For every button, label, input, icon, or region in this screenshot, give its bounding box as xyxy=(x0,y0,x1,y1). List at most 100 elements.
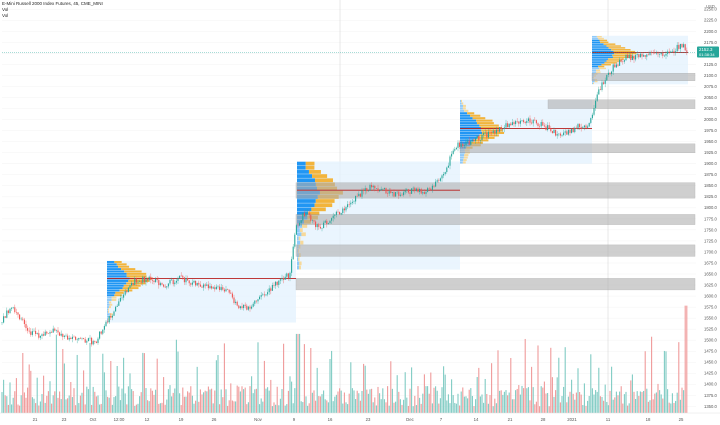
price-tick-label: 1800.0 xyxy=(704,205,717,210)
candle-body xyxy=(31,331,33,335)
volume-bar xyxy=(654,393,656,413)
volume-bar xyxy=(246,404,248,413)
price-tick-label: 1725.0 xyxy=(704,238,717,243)
candle-body xyxy=(655,53,657,54)
volume-bar xyxy=(652,399,654,413)
candle-body xyxy=(46,331,48,334)
volume-bar xyxy=(140,392,142,413)
candle-body xyxy=(561,134,563,136)
profile-bar-sell xyxy=(601,63,611,66)
date-tick-label: Nov xyxy=(254,417,262,422)
volume-bar xyxy=(516,388,518,413)
candle-body xyxy=(455,147,457,150)
profile-bar-sell xyxy=(114,260,122,263)
volume-bar xyxy=(180,405,182,413)
candle-body xyxy=(265,294,267,296)
candle-body xyxy=(438,180,440,181)
candle-body xyxy=(249,306,251,309)
candle-body xyxy=(28,330,30,332)
volume-bar xyxy=(427,386,429,413)
volume-bar xyxy=(292,403,294,413)
candle-body xyxy=(553,129,555,134)
volume-bar xyxy=(19,405,21,413)
candle-body xyxy=(228,289,230,293)
candle-body xyxy=(358,193,360,197)
profile-bar-buy xyxy=(107,260,115,263)
candle-body xyxy=(593,107,595,115)
candle-body xyxy=(329,220,331,224)
volume-bar xyxy=(4,395,6,413)
volume-bar xyxy=(147,400,149,413)
profile-bar-buy xyxy=(107,279,129,282)
volume-bar xyxy=(350,362,352,413)
profile-bar-sell xyxy=(594,80,598,83)
candle-body xyxy=(236,301,238,306)
volume-bar xyxy=(7,404,9,413)
volume-bar xyxy=(673,402,675,413)
candle-body xyxy=(132,283,134,286)
profile-bar-sell xyxy=(461,99,462,103)
volume-bar xyxy=(550,347,552,413)
volume-bar xyxy=(598,367,600,413)
candle-body xyxy=(367,190,369,192)
candle-body xyxy=(151,279,153,281)
volume-bar xyxy=(302,402,304,413)
profile-bar-sell xyxy=(121,268,136,271)
volume-bar xyxy=(465,396,467,413)
volume-bar xyxy=(148,401,150,413)
profile-bar-buy xyxy=(107,315,110,318)
price-tick-label: 2125.0 xyxy=(704,62,717,67)
candle-body xyxy=(355,195,357,202)
volume-bar xyxy=(111,404,113,413)
volume-bar xyxy=(340,390,342,413)
profile-bar-buy xyxy=(592,45,607,47)
profile-bar-buy xyxy=(107,272,127,275)
volume-bar xyxy=(78,403,80,413)
candle-body xyxy=(579,124,581,128)
candle-body xyxy=(683,44,685,48)
volume-bar xyxy=(644,351,646,413)
candle-body xyxy=(411,188,413,194)
volume-bar xyxy=(651,336,653,413)
volume-bar xyxy=(44,402,46,413)
volume-bar xyxy=(601,396,603,413)
volume-bar xyxy=(81,392,83,413)
candle-body xyxy=(617,64,619,66)
volume-bar xyxy=(627,405,629,413)
price-tick-label: 1350.0 xyxy=(704,404,717,409)
volume-bar xyxy=(391,388,393,413)
candle-body xyxy=(651,52,653,53)
candle-body xyxy=(278,280,280,285)
candle-body xyxy=(231,293,233,298)
candle-body xyxy=(302,212,304,221)
volume-bar xyxy=(70,381,72,413)
volume-bar xyxy=(684,305,686,413)
profile-bar-buy xyxy=(592,82,593,85)
volume-bar xyxy=(382,388,384,413)
candle-body xyxy=(371,184,373,188)
volume-bar xyxy=(201,394,203,413)
profile-bar-sell xyxy=(614,52,637,55)
candle-body xyxy=(257,299,259,302)
candle-body xyxy=(571,128,573,133)
candle-body xyxy=(505,123,507,128)
candle-body xyxy=(55,330,57,331)
profile-bar-sell xyxy=(123,284,141,287)
profile-bar-sell xyxy=(115,291,124,294)
candle-body xyxy=(54,328,56,331)
profile-bar-buy xyxy=(107,270,125,273)
candle-body xyxy=(587,126,589,128)
candle-body xyxy=(415,188,417,192)
volume-bar xyxy=(572,393,574,413)
candle-body xyxy=(111,315,113,318)
volume-bar xyxy=(25,397,27,413)
profile-bar-sell xyxy=(126,282,146,285)
volume-bar xyxy=(43,375,45,413)
candle-body xyxy=(491,132,493,133)
volume-bar xyxy=(590,354,592,413)
candle-body xyxy=(255,300,257,302)
profile-bar-buy xyxy=(592,80,595,83)
candle-body xyxy=(644,55,646,57)
